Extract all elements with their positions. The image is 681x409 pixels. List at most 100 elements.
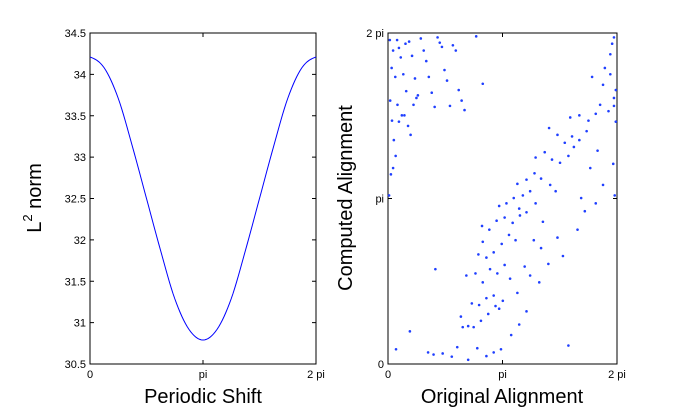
- scatter-point: [525, 210, 528, 214]
- line-chart-x-tick-label: 0: [87, 369, 93, 381]
- scatter-point: [556, 236, 559, 239]
- scatter-point: [509, 333, 513, 337]
- line-chart-x-tick-label: pi: [199, 369, 208, 381]
- scatter-point: [572, 145, 576, 149]
- scatter-chart-x-tick-label: 0: [385, 369, 391, 381]
- scatter-point: [554, 189, 557, 193]
- scatter-chart-y-tick-label: 2 pi: [366, 28, 384, 40]
- scatter-point: [485, 256, 488, 259]
- line-chart-y-tick-label: 31: [74, 318, 86, 330]
- scatter-point: [550, 158, 554, 161]
- scatter-point: [585, 129, 588, 133]
- scatter-point: [485, 296, 488, 300]
- line-chart-x-ticks: 0 pi 2 pi: [87, 33, 325, 381]
- scatter-point: [402, 72, 405, 76]
- scatter-point: [516, 291, 519, 295]
- scatter-point: [492, 251, 495, 254]
- scatter-point: [523, 265, 526, 268]
- scatter-chart: 0 pi 2 pi 0 pi 2 pi Original Alignment Compu…: [335, 28, 626, 408]
- line-chart-x-axis-title: Periodic Shift: [144, 386, 262, 408]
- scatter-point: [492, 294, 495, 297]
- scatter-point: [394, 347, 398, 351]
- scatter-point: [450, 355, 454, 358]
- scatter-point: [395, 38, 399, 42]
- scatter-point: [532, 238, 536, 242]
- scatter-point: [548, 183, 552, 187]
- scatter-point: [507, 233, 511, 237]
- scatter-point: [457, 88, 461, 92]
- scatter-point: [397, 46, 401, 50]
- scatter-point: [583, 209, 587, 213]
- scatter-point: [399, 56, 403, 59]
- scatter-point: [427, 75, 431, 79]
- scatter-point: [547, 126, 551, 130]
- scatter-point: [601, 183, 605, 187]
- scatter-point: [406, 124, 410, 128]
- scatter-point: [448, 104, 452, 108]
- scatter-point: [438, 41, 442, 44]
- scatter-point: [413, 77, 417, 80]
- scatter-point: [481, 82, 485, 86]
- scatter-point: [612, 36, 616, 39]
- scatter-point: [392, 138, 396, 142]
- line-chart-y-tick-label: 32: [74, 235, 86, 247]
- scatter-point: [416, 94, 420, 97]
- line-chart-y-axis-title-base: L: [24, 222, 46, 233]
- scatter-point: [518, 214, 522, 217]
- scatter-point: [497, 204, 501, 208]
- scatter-point: [419, 37, 423, 40]
- scatter-chart-y-ticks: 0 pi 2 pi: [366, 28, 617, 371]
- scatter-point: [511, 221, 514, 225]
- scatter-point: [389, 173, 393, 176]
- scatter-point: [521, 194, 525, 197]
- scatter-point: [567, 154, 570, 158]
- scatter-point: [388, 99, 392, 102]
- scatter-point: [588, 166, 592, 170]
- scatter-point: [443, 68, 446, 72]
- scatter-point: [512, 196, 516, 200]
- line-chart-y-tick-label: 34: [74, 69, 86, 81]
- scatter-chart-x-tick-label: pi: [498, 369, 507, 381]
- scatter-point: [609, 72, 612, 76]
- scatter-point: [422, 49, 426, 52]
- scatter-point: [534, 156, 537, 159]
- scatter-point: [466, 324, 470, 328]
- scatter-point: [516, 182, 519, 186]
- scatter-point: [400, 114, 404, 117]
- scatter-point: [391, 49, 395, 52]
- scatter-chart-points-group: [387, 35, 618, 362]
- scatter-point: [601, 83, 605, 87]
- scatter-chart-x-axis-title: Original Alignment: [421, 386, 584, 408]
- scatter-point: [579, 196, 583, 200]
- scatter-point: [391, 166, 395, 170]
- scatter-point: [556, 133, 559, 137]
- scatter-point: [525, 178, 528, 181]
- scatter-point: [594, 112, 598, 116]
- scatter-point: [390, 66, 393, 70]
- scatter-point: [440, 45, 444, 49]
- scatter-point: [480, 224, 484, 228]
- scatter-point: [568, 116, 572, 119]
- line-chart-y-tick-label: 33: [74, 152, 86, 164]
- line-chart-y-axis-title-superscript: 2: [20, 214, 35, 221]
- scatter-point: [415, 96, 418, 100]
- line-chart-y-tick-label: 30.5: [65, 359, 86, 371]
- scatter-point: [481, 281, 485, 284]
- scatter-point: [494, 304, 497, 308]
- scatter-point: [587, 119, 590, 122]
- scatter-point: [434, 267, 437, 271]
- scatter-point: [388, 38, 392, 42]
- scatter-point: [455, 345, 459, 349]
- scatter-point: [432, 353, 435, 356]
- line-chart-x-tick-label: 2 pi: [307, 369, 325, 381]
- scatter-point: [497, 307, 501, 310]
- scatter-point: [485, 354, 488, 358]
- scatter-point: [539, 177, 543, 180]
- scatter-point: [499, 347, 503, 351]
- scatter-point: [463, 108, 466, 112]
- scatter-point: [563, 141, 567, 145]
- scatter-point: [517, 323, 521, 326]
- scatter-point: [404, 42, 407, 45]
- scatter-point: [390, 119, 394, 122]
- scatter-point: [479, 319, 483, 323]
